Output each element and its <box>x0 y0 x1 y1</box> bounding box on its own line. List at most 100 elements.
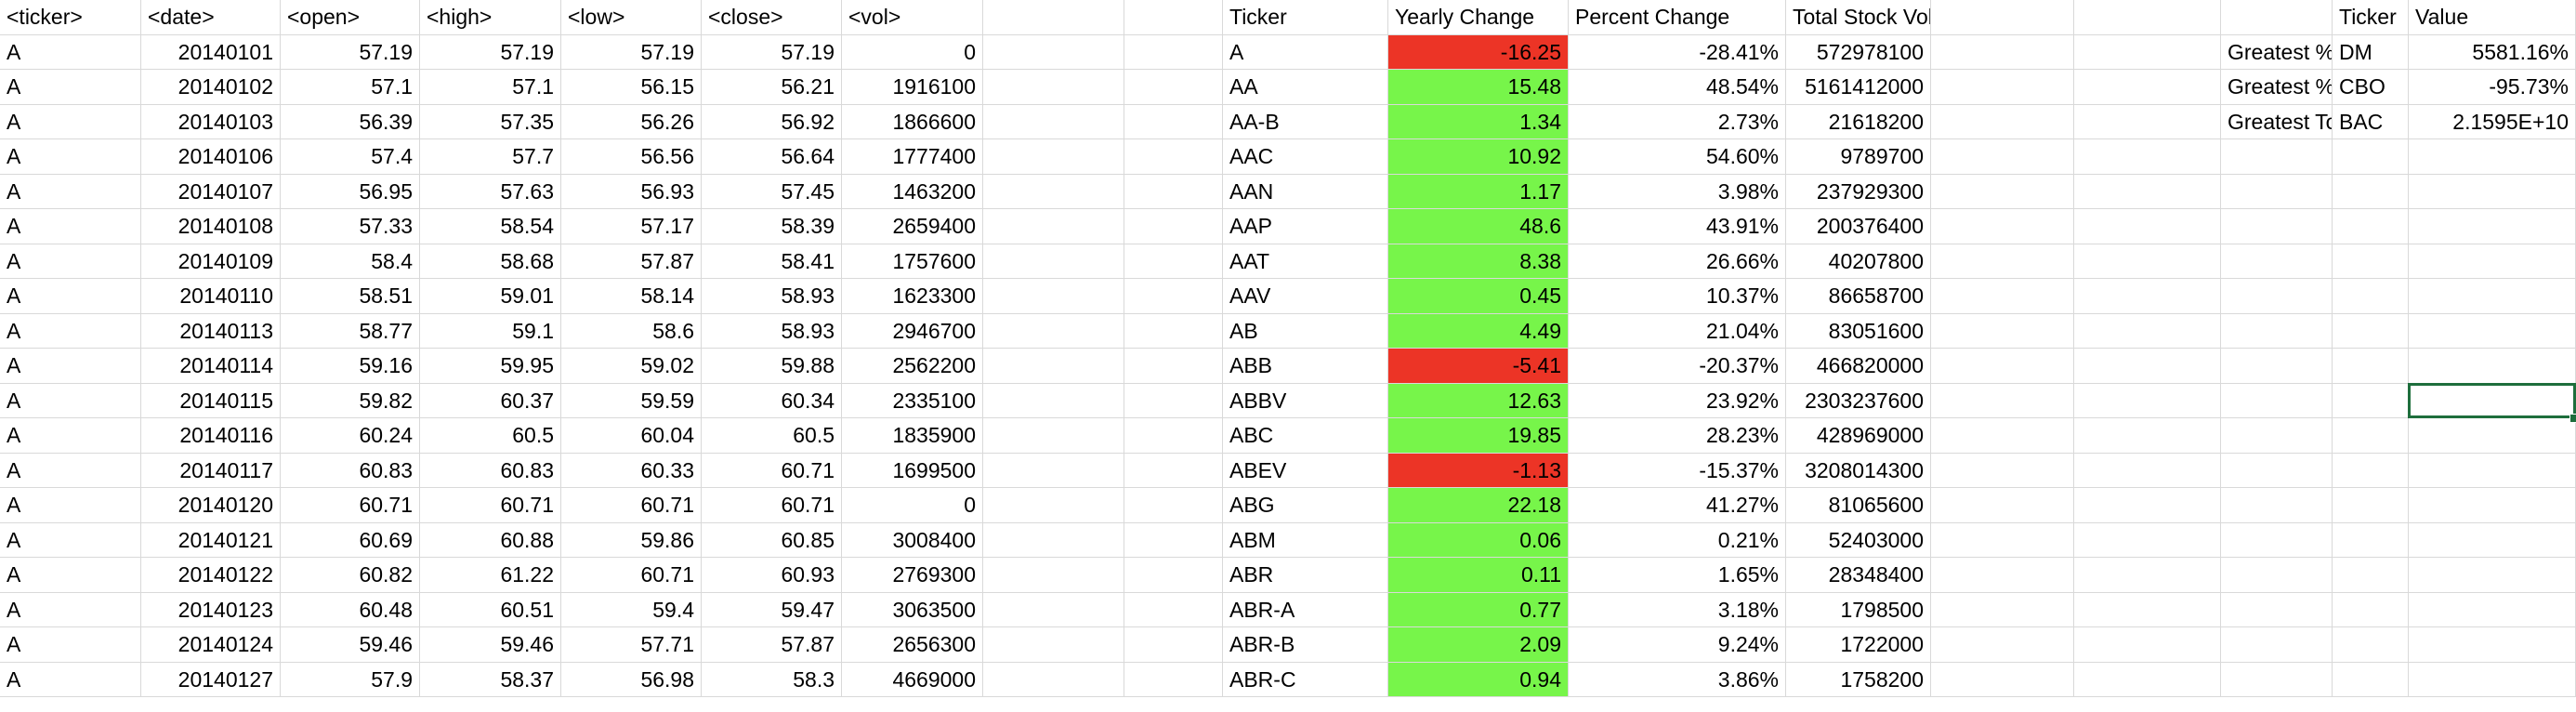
summary-data-cell[interactable]: 48.54% <box>1569 70 1786 105</box>
summary-data-cell[interactable]: 54.60% <box>1569 139 1786 175</box>
raw-data-cell[interactable]: 58.93 <box>702 313 842 349</box>
yearly-change-cell[interactable]: 48.6 <box>1388 209 1569 244</box>
summary-data-cell[interactable]: -28.41% <box>1569 34 1786 70</box>
empty-cell[interactable] <box>2074 662 2221 697</box>
raw-data-cell[interactable]: 60.82 <box>281 558 420 593</box>
raw-data-cell[interactable]: 59.4 <box>561 592 702 627</box>
summary-data-cell[interactable]: ABR-A <box>1223 592 1388 627</box>
empty-cell[interactable] <box>983 313 1124 349</box>
summary-data-cell[interactable]: 28.23% <box>1569 418 1786 454</box>
raw-data-cell[interactable]: 60.51 <box>420 592 561 627</box>
raw-data-cell[interactable]: 20140121 <box>141 522 281 558</box>
empty-cell[interactable] <box>2074 418 2221 454</box>
raw-data-cell[interactable]: 59.82 <box>281 383 420 418</box>
empty-cell[interactable] <box>2409 244 2576 279</box>
greatest-value-cell[interactable]: 2.1595E+10 <box>2409 104 2576 139</box>
summary-data-cell[interactable]: ABM <box>1223 522 1388 558</box>
yearly-change-cell[interactable]: 0.77 <box>1388 592 1569 627</box>
summary-data-cell[interactable]: 466820000 <box>1786 349 1931 384</box>
raw-data-cell[interactable]: 60.71 <box>561 558 702 593</box>
empty-cell[interactable] <box>983 592 1124 627</box>
empty-cell[interactable] <box>1124 627 1223 663</box>
raw-data-cell[interactable]: 1777400 <box>842 139 983 175</box>
empty-cell[interactable] <box>2074 453 2221 488</box>
greatest-label-cell[interactable]: Greatest % Increase <box>2221 34 2333 70</box>
empty-cell[interactable] <box>983 0 1124 35</box>
empty-cell[interactable] <box>2074 0 2221 35</box>
summary-data-cell[interactable]: 41.27% <box>1569 488 1786 523</box>
summary-data-cell[interactable]: 40207800 <box>1786 244 1931 279</box>
yearly-change-cell[interactable]: 1.17 <box>1388 174 1569 209</box>
raw-data-cell[interactable]: 60.71 <box>420 488 561 523</box>
raw-data-cell[interactable]: A <box>0 34 141 70</box>
empty-cell[interactable] <box>1931 488 2074 523</box>
summary-data-cell[interactable]: 28348400 <box>1786 558 1931 593</box>
empty-cell[interactable] <box>2221 209 2333 244</box>
greatest-label-cell[interactable]: Greatest % Decrease <box>2221 70 2333 105</box>
summary-data-cell[interactable]: 1722000 <box>1786 627 1931 663</box>
empty-cell[interactable] <box>2409 522 2576 558</box>
yearly-change-cell[interactable]: 2.09 <box>1388 627 1569 663</box>
empty-cell[interactable] <box>983 383 1124 418</box>
empty-cell[interactable] <box>2333 174 2409 209</box>
empty-cell[interactable] <box>983 453 1124 488</box>
empty-cell[interactable] <box>2409 558 2576 593</box>
yearly-change-cell[interactable]: 0.11 <box>1388 558 1569 593</box>
raw-data-cell[interactable]: 20140122 <box>141 558 281 593</box>
empty-cell[interactable] <box>983 244 1124 279</box>
empty-cell[interactable] <box>1931 244 2074 279</box>
raw-data-cell[interactable]: 57.9 <box>281 662 420 697</box>
yearly-change-cell[interactable]: 8.38 <box>1388 244 1569 279</box>
raw-data-cell[interactable]: 0 <box>842 34 983 70</box>
fill-handle[interactable] <box>2569 414 2576 423</box>
raw-data-cell[interactable]: 3008400 <box>842 522 983 558</box>
empty-cell[interactable] <box>1124 209 1223 244</box>
raw-data-cell[interactable]: 61.22 <box>420 558 561 593</box>
summary-data-cell[interactable]: 3.86% <box>1569 662 1786 697</box>
empty-cell[interactable] <box>1931 383 2074 418</box>
greatest-ticker-cell[interactable]: BAC <box>2333 104 2409 139</box>
raw-data-cell[interactable]: 57.45 <box>702 174 842 209</box>
empty-cell[interactable] <box>2333 383 2409 418</box>
summary-data-cell[interactable]: 3208014300 <box>1786 453 1931 488</box>
empty-cell[interactable] <box>983 139 1124 175</box>
yearly-change-cell[interactable]: 1.34 <box>1388 104 1569 139</box>
raw-data-cell[interactable]: 20140110 <box>141 279 281 314</box>
summary-data-cell[interactable]: 86658700 <box>1786 279 1931 314</box>
empty-cell[interactable] <box>983 488 1124 523</box>
empty-cell[interactable] <box>2074 522 2221 558</box>
summary-data-cell[interactable]: ABG <box>1223 488 1388 523</box>
empty-cell[interactable] <box>2221 174 2333 209</box>
raw-data-cell[interactable]: 58.39 <box>702 209 842 244</box>
raw-data-cell[interactable]: A <box>0 174 141 209</box>
yearly-change-cell[interactable]: 0.45 <box>1388 279 1569 314</box>
raw-data-cell[interactable]: 57.19 <box>561 34 702 70</box>
raw-data-cell[interactable]: 57.19 <box>420 34 561 70</box>
empty-cell[interactable] <box>2333 418 2409 454</box>
raw-data-cell[interactable]: 56.98 <box>561 662 702 697</box>
empty-cell[interactable] <box>983 349 1124 384</box>
raw-data-cell[interactable]: 58.14 <box>561 279 702 314</box>
raw-data-cell[interactable]: 2656300 <box>842 627 983 663</box>
empty-cell[interactable] <box>2074 349 2221 384</box>
empty-cell[interactable] <box>1124 418 1223 454</box>
raw-data-cell[interactable]: A <box>0 453 141 488</box>
summary-data-cell[interactable]: 5161412000 <box>1786 70 1931 105</box>
empty-cell[interactable] <box>2409 174 2576 209</box>
raw-data-cell[interactable]: 1463200 <box>842 174 983 209</box>
empty-cell[interactable] <box>1931 0 2074 35</box>
raw-data-cell[interactable]: 20140108 <box>141 209 281 244</box>
empty-cell[interactable] <box>2221 349 2333 384</box>
raw-data-cell[interactable]: 20140124 <box>141 627 281 663</box>
empty-cell[interactable] <box>2333 627 2409 663</box>
empty-cell[interactable] <box>2074 70 2221 105</box>
empty-cell[interactable] <box>1931 662 2074 697</box>
summary-data-cell[interactable]: 43.91% <box>1569 209 1786 244</box>
raw-data-cell[interactable]: A <box>0 592 141 627</box>
raw-data-cell[interactable]: 59.02 <box>561 349 702 384</box>
empty-cell[interactable] <box>1931 34 2074 70</box>
empty-cell[interactable] <box>983 104 1124 139</box>
empty-cell[interactable] <box>2221 662 2333 697</box>
raw-data-cell[interactable]: 20140127 <box>141 662 281 697</box>
raw-data-cell[interactable]: A <box>0 139 141 175</box>
